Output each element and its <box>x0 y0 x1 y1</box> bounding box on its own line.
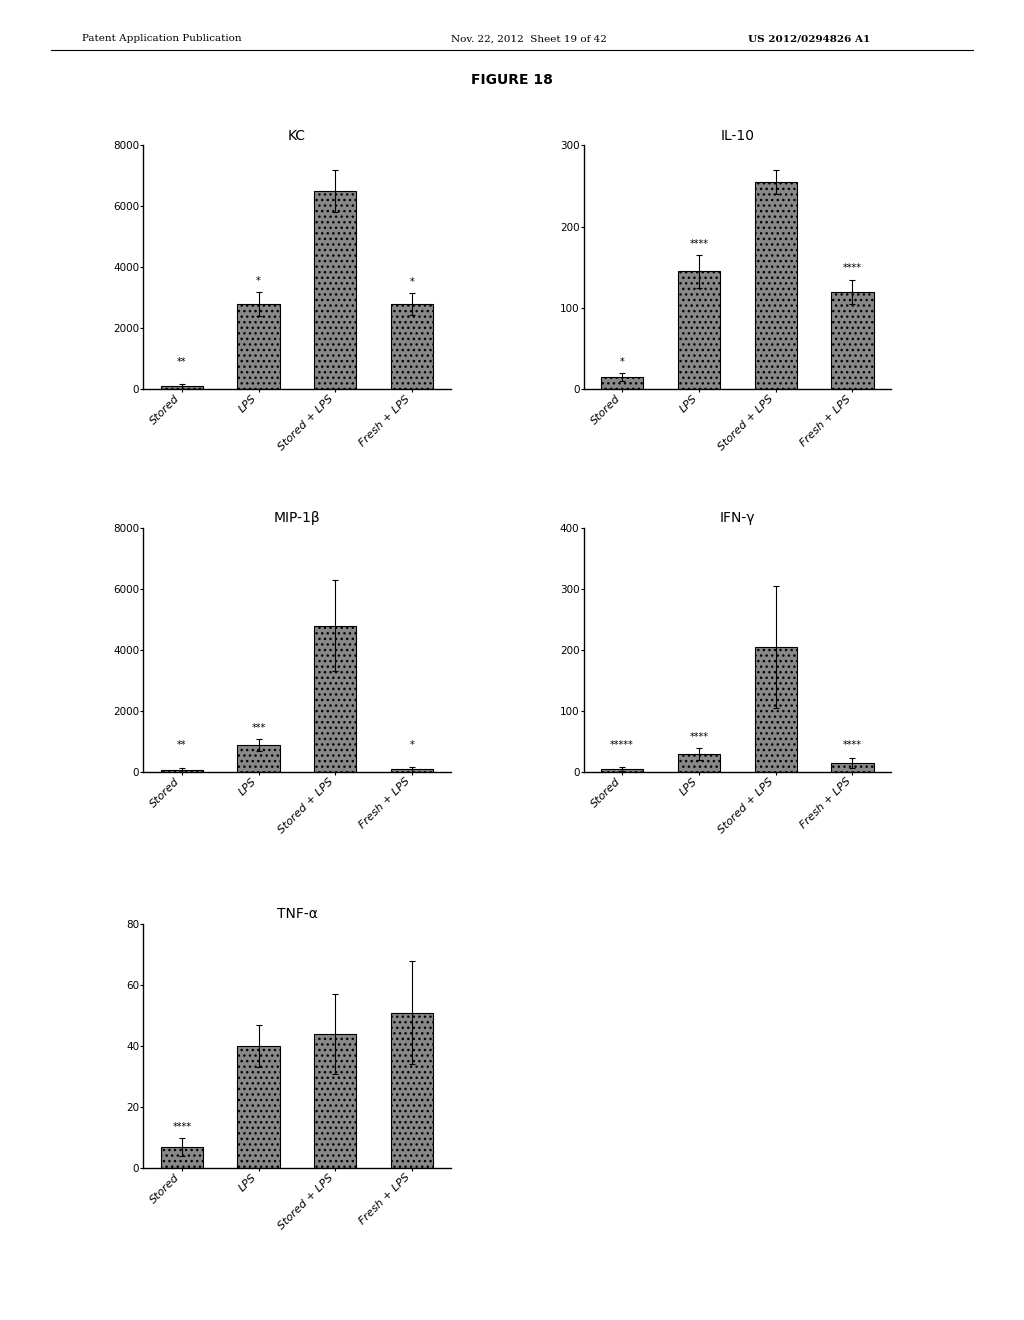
Bar <box>238 744 280 772</box>
Text: **: ** <box>177 741 186 750</box>
Text: FIGURE 18: FIGURE 18 <box>471 73 553 87</box>
Text: US 2012/0294826 A1: US 2012/0294826 A1 <box>748 34 869 44</box>
Bar <box>314 626 356 772</box>
Bar <box>678 754 720 772</box>
Text: *: * <box>410 277 415 288</box>
Title: MIP-1β: MIP-1β <box>273 511 321 525</box>
Bar <box>831 292 873 389</box>
Title: IL-10: IL-10 <box>720 128 755 143</box>
Bar <box>161 770 203 772</box>
Text: ****: **** <box>843 264 862 273</box>
Text: ****: **** <box>843 741 862 750</box>
Bar <box>391 304 433 389</box>
Bar <box>161 387 203 389</box>
Text: ***: *** <box>252 722 265 733</box>
Bar <box>238 1045 280 1168</box>
Text: *****: ***** <box>610 741 634 750</box>
Text: ****: **** <box>689 731 709 742</box>
Bar <box>238 304 280 389</box>
Bar <box>161 1147 203 1168</box>
Bar <box>755 647 797 772</box>
Text: ****: **** <box>172 1122 191 1131</box>
Bar <box>678 272 720 389</box>
Bar <box>314 1034 356 1168</box>
Title: KC: KC <box>288 128 306 143</box>
Bar <box>755 182 797 389</box>
Bar <box>601 378 643 389</box>
Text: Patent Application Publication: Patent Application Publication <box>82 34 242 44</box>
Title: TNF-α: TNF-α <box>276 907 317 921</box>
Bar <box>391 1012 433 1168</box>
Bar <box>601 770 643 772</box>
Text: *: * <box>410 741 415 750</box>
Bar <box>391 770 433 772</box>
Text: *: * <box>256 276 261 285</box>
Bar <box>314 191 356 389</box>
Text: **: ** <box>177 358 186 367</box>
Text: ****: **** <box>689 239 709 249</box>
Title: IFN-γ: IFN-γ <box>720 511 755 525</box>
Bar <box>831 763 873 772</box>
Text: Nov. 22, 2012  Sheet 19 of 42: Nov. 22, 2012 Sheet 19 of 42 <box>451 34 606 44</box>
Text: *: * <box>620 358 625 367</box>
